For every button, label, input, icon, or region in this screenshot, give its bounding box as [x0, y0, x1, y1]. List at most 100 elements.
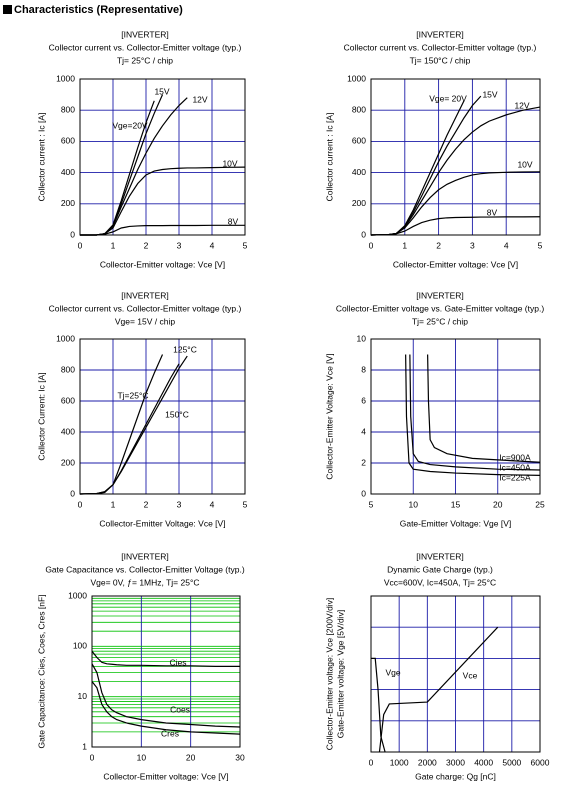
chart-title: Collector current vs. Collector-Emitter …	[344, 42, 537, 52]
y-tick-label: 0	[70, 229, 75, 239]
plot-frame	[91, 595, 241, 748]
x-tick-label: 2	[436, 240, 441, 250]
y-tick-label: 400	[352, 167, 366, 177]
plot-frame	[79, 338, 246, 495]
x-tick-label: 20	[186, 752, 196, 762]
y-tick-label: 8	[361, 364, 366, 374]
series-line	[80, 97, 188, 236]
x-tick-label: 1000	[390, 757, 409, 767]
x-tick-label: 5000	[502, 757, 521, 767]
y-tick-label: 0	[70, 488, 75, 498]
y-tick-label: 800	[61, 364, 75, 374]
x-tick-label: 5	[538, 240, 543, 250]
series-label: Vge=20V	[112, 120, 148, 130]
y-tick-label: 600	[61, 395, 75, 405]
y-tick-label: 2	[361, 457, 366, 467]
x-tick-label: 1	[111, 499, 116, 509]
series-label: Ic=900A	[499, 452, 531, 462]
series-label: 8V	[228, 216, 239, 226]
chart-title: [INVERTER]	[121, 290, 169, 300]
series-line	[80, 94, 164, 236]
x-tick-label: 5	[243, 240, 248, 250]
series-label: Vge	[385, 667, 400, 677]
x-tick-label: 20	[493, 499, 503, 509]
x-tick-label: 5	[243, 499, 248, 509]
y-tick-label: 600	[352, 136, 366, 146]
x-tick-label: 2	[144, 240, 149, 250]
series-label: 10V	[517, 159, 532, 169]
series-label: Vce	[463, 670, 478, 680]
chart-title: [INVERTER]	[416, 290, 464, 300]
x-tick-label: 3	[177, 240, 182, 250]
chart-title: [INVERTER]	[416, 551, 464, 561]
chart-title: Gate Capacitance vs. Collector-Emitter V…	[45, 564, 245, 574]
series-line	[370, 100, 465, 236]
series-label: 12V	[514, 100, 529, 110]
x-tick-label: 0	[78, 240, 83, 250]
header: Characteristics (Representative)	[14, 4, 183, 16]
y-axis-label: Collector current : Ic [A]	[36, 113, 46, 202]
chart-title: [INVERTER]	[416, 29, 464, 39]
plot-frame	[370, 338, 541, 495]
y-tick-label: 0	[361, 488, 366, 498]
y-tick-label: 10	[78, 691, 88, 701]
y-tick-label: 1000	[68, 590, 87, 600]
plot-frame	[79, 78, 246, 236]
y-axis-label: Collector-Emitter Voltage: Vce [V]	[324, 353, 334, 479]
series-label: Cres	[161, 728, 179, 738]
chart-title: Dynamic Gate Charge (typ.)	[387, 564, 493, 574]
series-label: 15V	[482, 89, 497, 99]
series-line	[79, 355, 188, 495]
x-tick-label: 0	[369, 240, 374, 250]
series-line	[378, 626, 499, 753]
x-axis-label: Collector-Emitter voltage: Vce [V]	[393, 259, 518, 269]
series-label: 8V	[487, 207, 498, 217]
x-tick-label: 10	[409, 499, 419, 509]
x-axis-label: Gate-Emitter Voltage: Vge [V]	[400, 518, 512, 528]
x-tick-label: 0	[369, 757, 374, 767]
series-line	[80, 224, 245, 236]
chart-title: Vge= 15V / chip	[115, 316, 176, 326]
x-tick-label: 1	[111, 240, 116, 250]
series-label: Tj=25°C	[117, 390, 148, 400]
series-label: 12V	[192, 94, 207, 104]
x-tick-label: 4	[210, 240, 215, 250]
y-tick-label: 4	[361, 426, 366, 436]
y-tick-label: 10	[357, 333, 367, 343]
chart-title: [INVERTER]	[121, 551, 169, 561]
plot-frame	[370, 595, 541, 753]
series-label: Cies	[169, 657, 186, 667]
y-tick-label: 1000	[56, 73, 75, 83]
y-tick-label: 200	[61, 198, 75, 208]
chart-title: Collector current vs. Collector-Emitter …	[49, 303, 242, 313]
x-tick-label: 5	[369, 499, 374, 509]
x-tick-label: 3000	[446, 757, 465, 767]
plot-frame	[370, 78, 541, 236]
x-tick-label: 25	[535, 499, 545, 509]
series-line	[80, 166, 246, 236]
series-line	[427, 354, 541, 463]
series-label: 150°C	[165, 409, 189, 419]
series-label: Ic=450A	[499, 462, 531, 472]
chart-title: Collector-Emitter voltage vs. Gate-Emitt…	[336, 303, 544, 313]
series-line	[91, 663, 241, 728]
x-tick-label: 15	[451, 499, 461, 509]
header-bullet	[3, 5, 12, 14]
y-tick-label: 100	[73, 641, 87, 651]
chart-title: Tj= 25°C / chip	[117, 55, 173, 65]
y-tick-label: 400	[61, 167, 75, 177]
x-tick-label: 4	[504, 240, 509, 250]
y-tick-label: 200	[352, 198, 366, 208]
y-tick-label: 200	[61, 457, 75, 467]
series-line	[409, 354, 541, 471]
x-tick-label: 3	[177, 499, 182, 509]
y-tick-label: 6	[361, 395, 366, 405]
y-tick-label: 400	[61, 426, 75, 436]
x-tick-label: 0	[90, 752, 95, 762]
series-line	[405, 354, 541, 476]
x-axis-label: Collector-Emitter voltage: Vce [V]	[100, 259, 225, 269]
x-axis-label: Collector-Emitter voltage: Vce [V]	[103, 771, 228, 781]
series-line	[79, 363, 180, 495]
series-label: 125°C	[173, 344, 197, 354]
